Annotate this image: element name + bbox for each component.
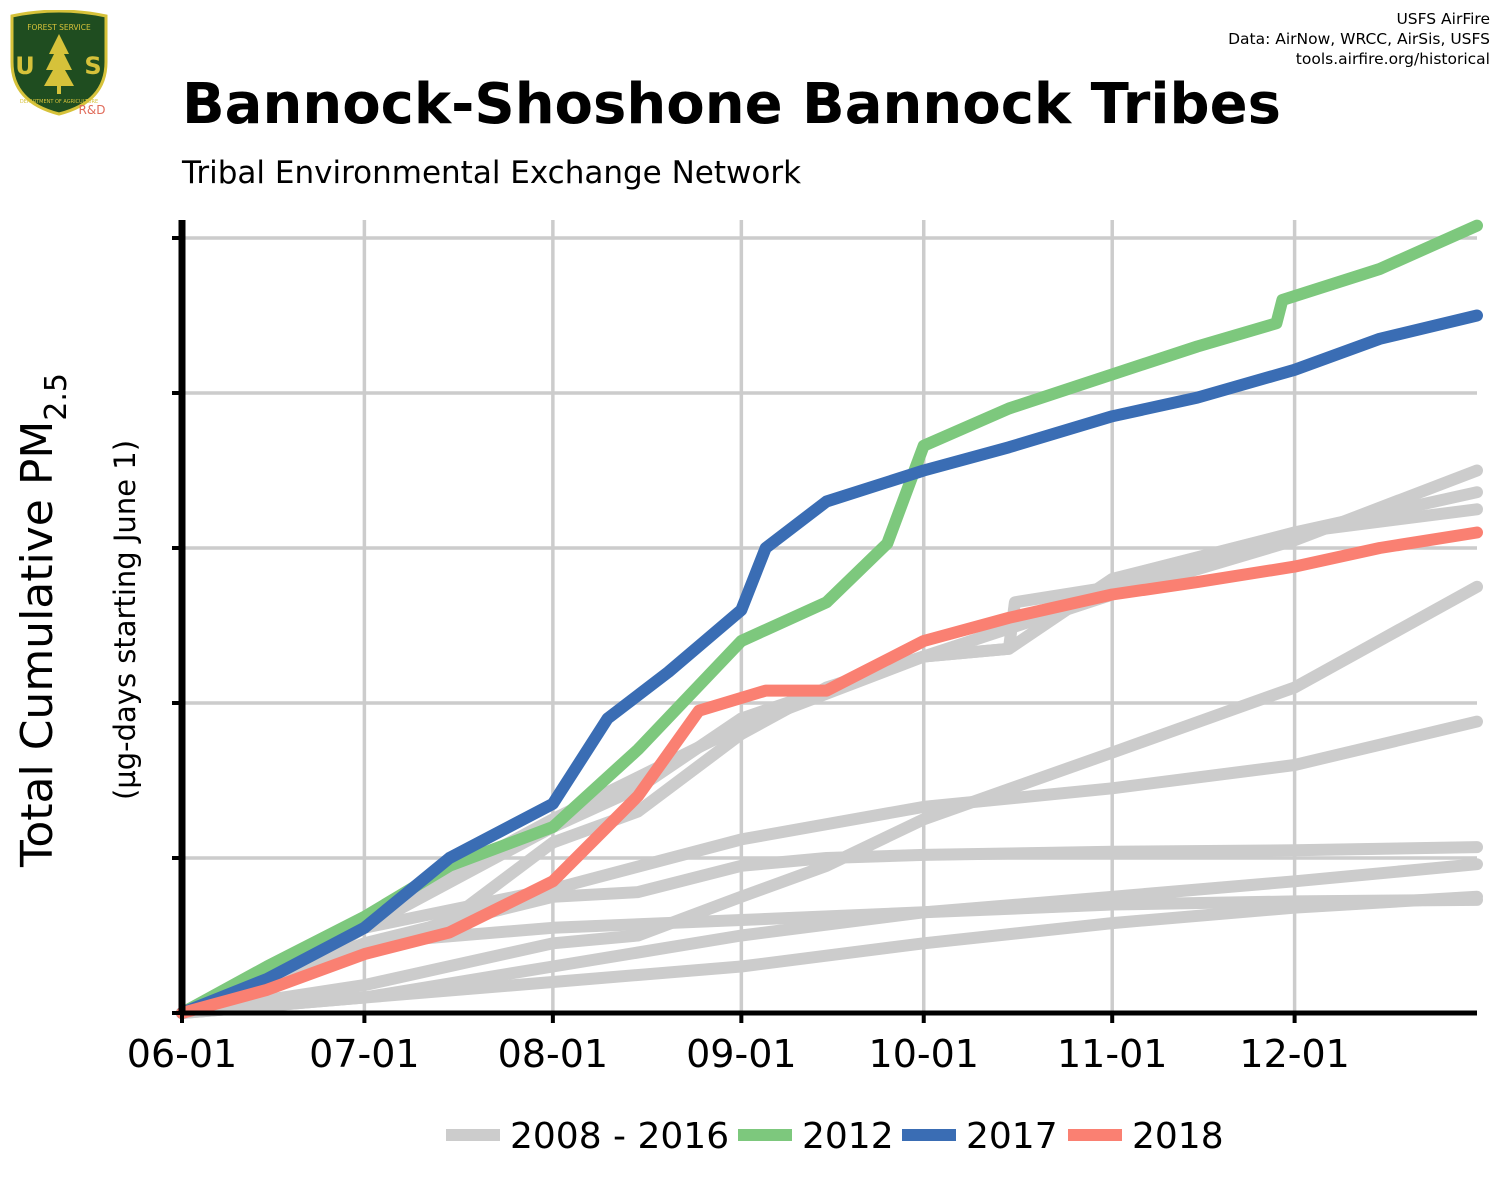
historical-series-line	[176, 580, 1483, 1019]
x-tick-label: 12-01	[1239, 1032, 1349, 1076]
chart-title: Bannock-Shoshone Bannock Tribes	[182, 72, 1281, 137]
forest-service-logo: FOREST SERVICE U S DEPARTMENT OF AGRICUL…	[10, 10, 108, 117]
credit-line: Data: AirNow, WRCC, AirSis, USFS	[1228, 30, 1490, 48]
y-axis-title: Total Cumulative PM2.5 (µg-days starting …	[12, 373, 142, 868]
logo-letter-s: S	[84, 52, 101, 80]
data-credits: USFS AirFire Data: AirNow, WRCC, AirSis,…	[1228, 9, 1490, 69]
x-tick-label: 08-01	[498, 1032, 608, 1076]
series-lines	[176, 219, 1483, 1019]
axes: 06-01 07-01 08-01 09-01 10-01 11-01 12-01	[127, 220, 1477, 1076]
grid-lines	[180, 220, 1477, 1015]
x-tick-label: 10-01	[869, 1032, 979, 1076]
logo-rd-tag: R&D	[79, 103, 106, 117]
y-axis-title-main: Total Cumulative PM2.5	[12, 373, 74, 868]
legend-label: 2018	[1132, 1116, 1224, 1157]
legend-label: 2017	[966, 1116, 1058, 1157]
y-axis-title-text: Total Cumulative PM	[12, 421, 63, 868]
historical-series-line	[176, 890, 1483, 1019]
y-axis-subtitle: (µg-days starting June 1)	[108, 440, 142, 800]
logo-letter-u: U	[15, 52, 35, 80]
legend-label: 2012	[802, 1116, 894, 1157]
logo-top-text: FOREST SERVICE	[27, 23, 91, 32]
y-axis-title-subscript: 2.5	[39, 373, 74, 421]
logo-bottom-text: DEPARTMENT OF AGRICULTURE	[20, 99, 98, 105]
x-tick-label: 07-01	[309, 1032, 419, 1076]
legend-label: 2008 - 2016	[510, 1116, 729, 1157]
series-line-2018	[176, 526, 1483, 1019]
historical-series-line	[176, 464, 1483, 1019]
historical-series-line	[176, 893, 1483, 1019]
x-tick-label: 11-01	[1057, 1032, 1167, 1076]
x-tick-label: 06-01	[127, 1032, 237, 1076]
credit-line: USFS AirFire	[1396, 10, 1490, 28]
x-tick-label: 09-01	[686, 1032, 796, 1076]
tree-icon	[44, 34, 74, 94]
legend: 2008 - 2016 2012 2017 2018	[446, 1116, 1224, 1157]
chart-subtitle: Tribal Environmental Exchange Network	[182, 155, 802, 191]
credit-line: tools.airfire.org/historical	[1295, 50, 1490, 68]
series-line-2012	[176, 219, 1483, 1019]
series-line-2017	[176, 309, 1483, 1019]
